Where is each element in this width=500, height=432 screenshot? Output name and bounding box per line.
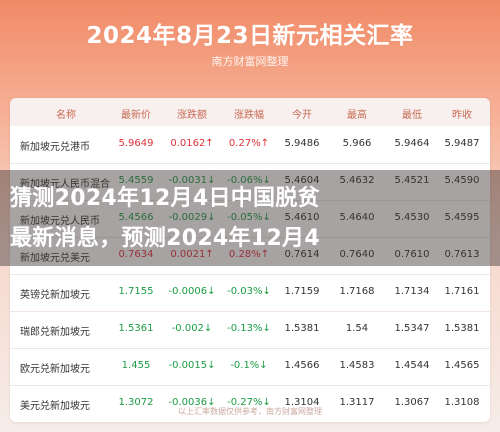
col-header-change: 涨跌额 (177, 110, 207, 121)
cell-prev: 1.5381 (444, 323, 480, 334)
cell-price: 1.7155 (118, 286, 154, 297)
table-row[interactable]: 美元兑新加坡元 1.3072 -0.0036↓ -0.27%↓ 1.3104 1.3117… (10, 385, 490, 422)
cell-high: 5.966 (342, 138, 372, 149)
col-header-open: 今开 (292, 110, 312, 121)
headline-line-1: 猜测2024年12月4日中国脱贫 (10, 186, 320, 211)
table-header: 名称 最新价 涨跌额 涨跌幅 今开 最高 最低 昨收 (10, 98, 490, 126)
cell-name: 欧元兑新加坡元 (20, 364, 90, 375)
headline-line-2: 最新消息，预测2024年12月4 (10, 226, 320, 251)
header-banner: 2024年8月23日新元相关汇率 南方财富网整理 (0, 0, 500, 96)
page-subtitle: 南方财富网整理 (211, 55, 289, 68)
headline-overlay[interactable]: 猜测2024年12月4日中国脱贫 最新消息，预测2024年12月4 (0, 170, 500, 266)
table-row[interactable]: 新加坡元兑美元 0.7634 0.0021↑ 0.28%↑ 0.7614 0.7640 0.… (10, 237, 490, 275)
col-header-price: 最新价 (121, 110, 151, 121)
cell-high: 1.4583 (339, 360, 375, 371)
cell-prev: 1.3108 (444, 397, 480, 408)
cell-price: 5.4559 (118, 175, 154, 186)
cell-open: 1.7159 (284, 286, 320, 297)
cell-pct: 0.28%↑ (228, 249, 270, 260)
table-row[interactable]: 新加坡元人民币混合 5.4559 -0.0031↓ -0.06%↓ 5.4604 5.46… (10, 163, 490, 201)
cell-name: 新加坡元兑美元 (20, 253, 90, 264)
rates-table-card: 名称 最新价 涨跌额 涨跌幅 今开 最高 最低 昨收 新加坡元兑港币 5.9649… (10, 98, 490, 422)
col-header-high: 最高 (347, 110, 367, 121)
cell-open: 1.5381 (284, 323, 320, 334)
cell-high: 1.7168 (339, 286, 375, 297)
cell-change: -0.002↓ (171, 323, 213, 334)
cell-low: 1.5347 (394, 323, 430, 334)
cell-name: 瑞郎兑新加坡元 (20, 327, 90, 338)
cell-change: -0.0036↓ (168, 397, 216, 408)
cell-low: 5.9464 (394, 138, 430, 149)
cell-open: 0.7614 (284, 249, 320, 260)
cell-open: 5.4604 (284, 175, 320, 186)
cell-change: 0.0021↑ (170, 249, 214, 260)
cell-open: 5.9486 (284, 138, 320, 149)
col-header-pct: 涨跌幅 (234, 110, 264, 121)
cell-pct: 0.27%↑ (228, 138, 270, 149)
cell-open: 1.4566 (284, 360, 320, 371)
col-header-name: 名称 (56, 110, 76, 121)
cell-change: -0.0029↓ (168, 212, 216, 223)
cell-change: -0.0006↓ (168, 286, 216, 297)
footer-note: 以上汇率数据仅供参考，南方财富网整理 (178, 407, 322, 416)
cell-name: 新加坡元兑港币 (20, 142, 90, 153)
cell-prev: 5.4595 (444, 212, 480, 223)
col-header-low: 最低 (402, 110, 422, 121)
table-row[interactable]: 欧元兑新加坡元 1.455 -0.0015↓ -0.1%↓ 1.4566 1.4583 1.… (10, 348, 490, 386)
cell-low: 0.7610 (394, 249, 430, 260)
cell-name: 美元兑新加坡元 (20, 401, 90, 412)
cell-name: 英镑兑新加坡元 (20, 290, 90, 301)
cell-open: 5.4610 (284, 212, 320, 223)
cell-price: 5.9649 (118, 138, 154, 149)
cell-prev: 5.4590 (444, 175, 480, 186)
cell-high: 5.4632 (339, 175, 375, 186)
col-header-prev: 昨收 (452, 110, 472, 121)
cell-change: -0.0015↓ (168, 360, 216, 371)
table-row[interactable]: 新加坡元兑人民币 5.4566 -0.0029↓ -0.05%↓ 5.4610 5.464… (10, 200, 490, 238)
cell-name: 新加坡元兑人民币 (20, 216, 100, 227)
cell-change: 0.0162↑ (170, 138, 214, 149)
cell-name: 新加坡元人民币混合 (20, 179, 110, 190)
table-row[interactable]: 新加坡元兑港币 5.9649 0.0162↑ 0.27%↑ 5.9486 5.966 5.9… (10, 126, 490, 164)
cell-pct: -0.05%↓ (227, 212, 271, 223)
cell-low: 5.4521 (394, 175, 430, 186)
cell-price: 1.455 (121, 360, 151, 371)
cell-low: 5.4530 (394, 212, 430, 223)
cell-prev: 5.9487 (444, 138, 480, 149)
cell-high: 0.7640 (339, 249, 375, 260)
cell-price: 1.5361 (118, 323, 154, 334)
cell-pct: -0.06%↓ (227, 175, 271, 186)
table-row[interactable]: 瑞郎兑新加坡元 1.5361 -0.002↓ -0.13%↓ 1.5381 1.54 1.5… (10, 311, 490, 349)
page-title: 2024年8月23日新元相关汇率 (86, 23, 414, 49)
cell-prev: 1.7161 (444, 286, 480, 297)
cell-high: 1.54 (345, 323, 369, 334)
cell-high: 1.3117 (339, 397, 375, 408)
cell-pct: -0.03%↓ (227, 286, 271, 297)
cell-low: 1.7134 (394, 286, 430, 297)
cell-pct: -0.13%↓ (227, 323, 271, 334)
cell-prev: 1.4565 (444, 360, 480, 371)
cell-pct: -0.27%↓ (227, 397, 271, 408)
cell-low: 1.3067 (394, 397, 430, 408)
cell-prev: 0.7613 (444, 249, 480, 260)
cell-pct: -0.1%↓ (230, 360, 268, 371)
table-row[interactable]: 英镑兑新加坡元 1.7155 -0.0006↓ -0.03%↓ 1.7159 1.7168… (10, 274, 490, 312)
cell-open: 1.3104 (284, 397, 320, 408)
cell-price: 0.7634 (118, 249, 154, 260)
cell-change: -0.0031↓ (168, 175, 216, 186)
cell-high: 5.4640 (339, 212, 375, 223)
cell-price: 5.4566 (118, 212, 154, 223)
cell-low: 1.4544 (394, 360, 430, 371)
cell-price: 1.3072 (118, 397, 154, 408)
